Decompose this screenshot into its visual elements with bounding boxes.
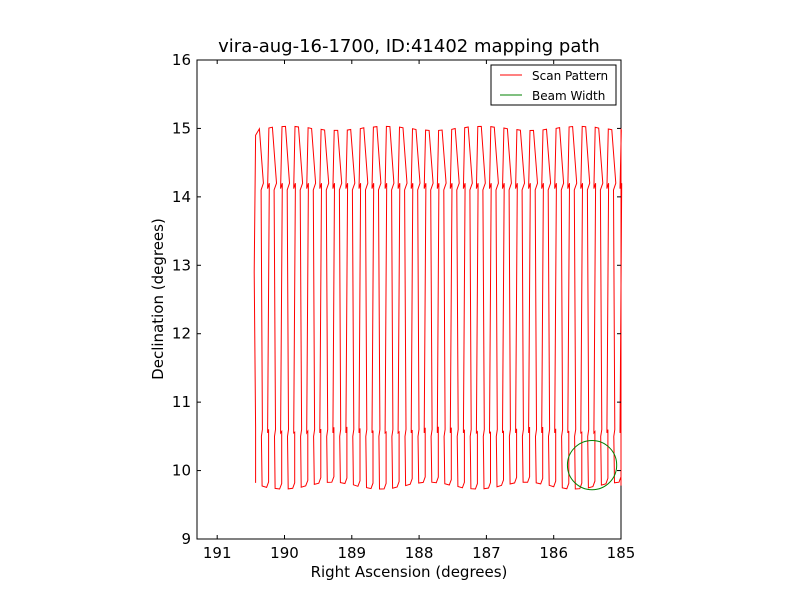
y-tick-label: 10 [172, 462, 191, 480]
chart-title: vira-aug-16-1700, ID:41402 mapping path [218, 36, 600, 57]
y-tick-label: 9 [181, 530, 191, 548]
x-axis-label: Right Ascension (degrees) [311, 563, 508, 581]
x-tick-label: 187 [472, 544, 501, 562]
x-tick-label: 186 [539, 544, 568, 562]
beam-width-circle [566, 439, 618, 491]
ticks-layer: 191 190 189 188 187 186 185 9 10 11 12 13 14 15 16 [172, 51, 635, 562]
y-tick-label: 16 [172, 51, 191, 69]
x-tick-label: 190 [270, 544, 299, 562]
legend-beam-width-label: Beam Width [532, 89, 605, 103]
plot-area: 191 190 189 188 187 186 185 9 10 11 12 13 14 15 16 [172, 51, 635, 562]
y-tick-label: 13 [172, 256, 191, 274]
y-tick-label: 15 [172, 119, 191, 137]
axes-frame [196, 59, 622, 540]
scan-pattern-line [253, 125, 623, 490]
y-axis-label: Declination (degrees) [149, 218, 167, 380]
legend-box [490, 64, 617, 106]
x-tick-label: 188 [405, 544, 434, 562]
y-tick-label: 12 [172, 325, 191, 343]
series-layer [253, 125, 623, 491]
legend-scan-pattern-label: Scan Pattern [532, 69, 608, 83]
legend: Scan Pattern Beam Width [490, 64, 617, 106]
y-tick-label: 14 [172, 188, 191, 206]
x-tick-label: 185 [607, 544, 636, 562]
x-tick-label: 189 [337, 544, 366, 562]
x-tick-label: 191 [203, 544, 232, 562]
y-tick-label: 11 [172, 393, 191, 411]
